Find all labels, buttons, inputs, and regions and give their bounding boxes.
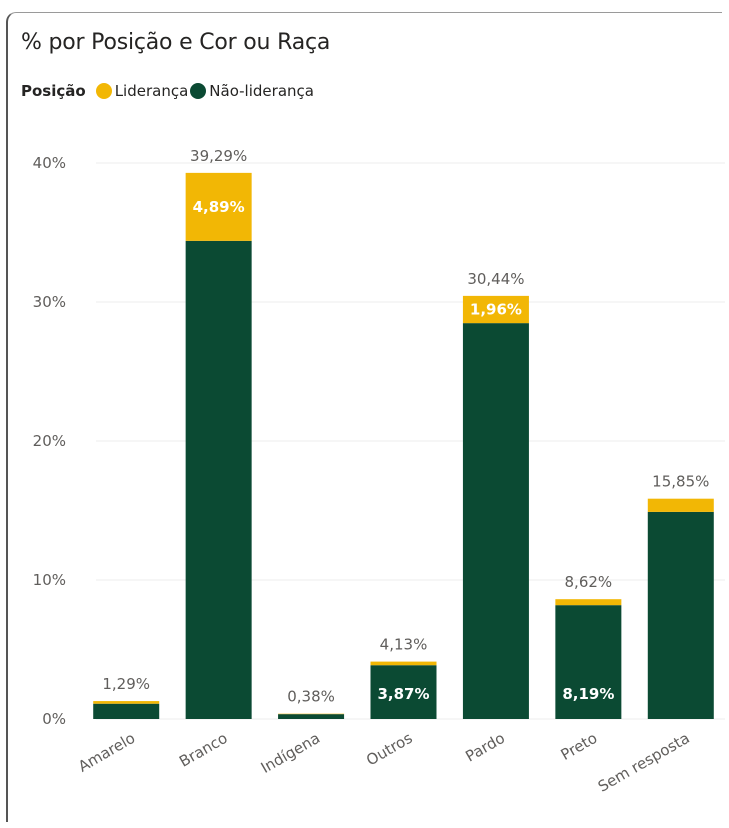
- bar-lideranca[interactable]: [647, 498, 714, 512]
- bar-lideranca[interactable]: [93, 701, 160, 704]
- total-label: 1,29%: [102, 675, 150, 693]
- bar-nao-lideranca[interactable]: [370, 665, 437, 719]
- total-label: 30,44%: [467, 270, 524, 288]
- x-category-label: Amarelo: [75, 729, 138, 776]
- bar-nao-lideranca[interactable]: [185, 240, 252, 719]
- chart-title: % por Posição e Cor ou Raça: [21, 30, 331, 55]
- legend-item-lideranca[interactable]: Liderança: [95, 82, 189, 100]
- x-category-label: Preto: [558, 729, 601, 764]
- bar-nao-lideranca[interactable]: [647, 511, 714, 719]
- y-tick-label: 20%: [33, 432, 66, 450]
- legend-dot-nao-lideranca: [190, 83, 207, 99]
- y-tick-label: 40%: [33, 154, 66, 172]
- bar-nao-lideranca[interactable]: [93, 703, 160, 719]
- bar-lideranca[interactable]: [185, 172, 252, 241]
- legend-item-nao-lideranca[interactable]: Não-liderança: [190, 82, 314, 100]
- legend-label-lideranca: Liderança: [114, 82, 189, 100]
- bar-lideranca[interactable]: [462, 295, 529, 324]
- y-tick-label: 0%: [42, 710, 66, 728]
- x-category-label: Branco: [176, 729, 231, 771]
- total-label: 0,38%: [287, 688, 335, 706]
- legend-dot-lideranca: [95, 83, 112, 99]
- data-label-lideranca: 1,96%: [470, 301, 522, 319]
- total-label: 8,62%: [565, 573, 613, 591]
- data-label-nao-lideranca: 8,19%: [562, 685, 614, 703]
- data-label-lideranca: 4,89%: [193, 198, 245, 216]
- total-label: 4,13%: [380, 636, 428, 654]
- legend-title: Posição: [21, 82, 86, 100]
- bar-lideranca[interactable]: [555, 599, 622, 606]
- x-category-label: Sem resposta: [595, 729, 693, 796]
- y-tick-label: 10%: [33, 571, 66, 589]
- total-label: 15,85%: [652, 473, 709, 491]
- legend-label-nao-lideranca: Não-liderança: [209, 82, 314, 100]
- bar-nao-lideranca[interactable]: [278, 714, 345, 719]
- x-category-label: Pardo: [462, 729, 508, 766]
- legend: Posição Liderança Não-liderança: [21, 82, 316, 100]
- bar-nao-lideranca[interactable]: [462, 323, 529, 719]
- x-category-label: Indígena: [258, 729, 323, 777]
- bar-lideranca[interactable]: [370, 661, 437, 666]
- data-label-nao-lideranca: 3,87%: [377, 685, 429, 703]
- y-tick-label: 30%: [33, 293, 66, 311]
- total-label: 39,29%: [190, 147, 247, 165]
- x-category-label: Outros: [363, 729, 415, 770]
- bar-nao-lideranca[interactable]: [555, 605, 622, 719]
